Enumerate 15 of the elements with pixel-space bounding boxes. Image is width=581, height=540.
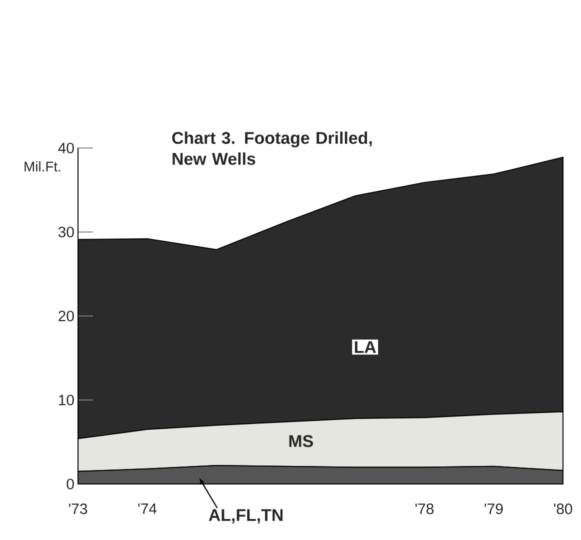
x-tick-label: '78 <box>415 504 434 514</box>
y-tick-label: 10 <box>59 394 74 406</box>
y-tick-label: 30 <box>58 226 74 238</box>
y-tick-label: 40 <box>58 142 74 154</box>
x-tick-label: '79 <box>484 504 503 514</box>
x-tick-label: '80 <box>554 504 572 514</box>
x-tick-label: '74 <box>138 504 157 514</box>
legend-label: AL,FL,TN <box>208 509 283 524</box>
chart-title: Chart 3. Footage Drilled, New Wells <box>172 132 372 165</box>
series-label: MS <box>289 435 313 448</box>
y-tick-label: 0 <box>66 478 74 490</box>
y-axis-title: Mil.Ft. <box>24 161 60 172</box>
x-tick-label: '73 <box>69 504 88 514</box>
series-label: LA <box>354 341 376 353</box>
y-tick-label: 20 <box>58 310 74 322</box>
